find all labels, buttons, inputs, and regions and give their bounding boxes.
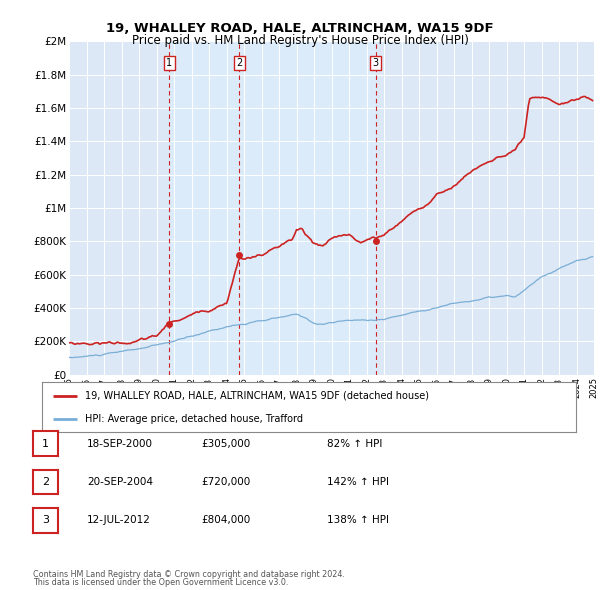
Text: £804,000: £804,000 (201, 516, 250, 525)
Text: 2: 2 (236, 58, 242, 68)
Text: 3: 3 (373, 58, 379, 68)
Text: 3: 3 (42, 516, 49, 525)
Text: £720,000: £720,000 (201, 477, 250, 487)
Text: 19, WHALLEY ROAD, HALE, ALTRINCHAM, WA15 9DF (detached house): 19, WHALLEY ROAD, HALE, ALTRINCHAM, WA15… (85, 391, 429, 401)
Text: 18-SEP-2000: 18-SEP-2000 (87, 439, 153, 448)
Bar (169, 41, 376, 375)
Text: 142% ↑ HPI: 142% ↑ HPI (327, 477, 389, 487)
Text: HPI: Average price, detached house, Trafford: HPI: Average price, detached house, Traf… (85, 414, 303, 424)
Text: 138% ↑ HPI: 138% ↑ HPI (327, 516, 389, 525)
Text: Contains HM Land Registry data © Crown copyright and database right 2024.: Contains HM Land Registry data © Crown c… (33, 569, 345, 579)
Text: 82% ↑ HPI: 82% ↑ HPI (327, 439, 382, 448)
Text: 19, WHALLEY ROAD, HALE, ALTRINCHAM, WA15 9DF: 19, WHALLEY ROAD, HALE, ALTRINCHAM, WA15… (106, 22, 494, 35)
Text: 1: 1 (166, 58, 172, 68)
Text: 20-SEP-2004: 20-SEP-2004 (87, 477, 153, 487)
Text: Price paid vs. HM Land Registry's House Price Index (HPI): Price paid vs. HM Land Registry's House … (131, 34, 469, 47)
Text: 1: 1 (42, 439, 49, 448)
Text: £305,000: £305,000 (201, 439, 250, 448)
Text: This data is licensed under the Open Government Licence v3.0.: This data is licensed under the Open Gov… (33, 578, 289, 587)
Text: 12-JUL-2012: 12-JUL-2012 (87, 516, 151, 525)
Text: 2: 2 (42, 477, 49, 487)
